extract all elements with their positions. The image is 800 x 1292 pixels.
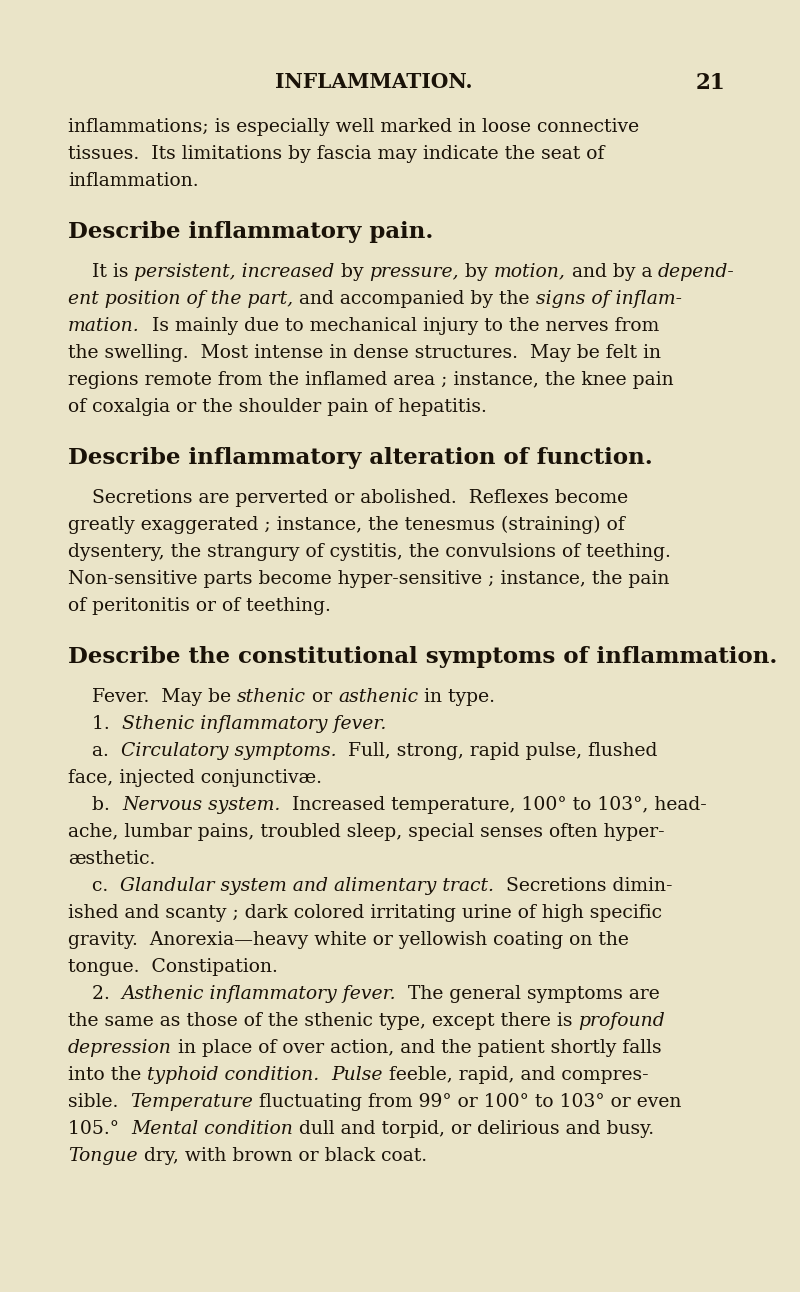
Text: depression: depression xyxy=(68,1039,172,1057)
Text: 21: 21 xyxy=(695,72,725,94)
Text: Fever.  May be: Fever. May be xyxy=(68,687,237,705)
Text: Nervous system.: Nervous system. xyxy=(122,796,280,814)
Text: dull and torpid, or delirious and busy.: dull and torpid, or delirious and busy. xyxy=(293,1120,654,1137)
Text: Describe inflammatory pain.: Describe inflammatory pain. xyxy=(68,221,434,243)
Text: inflammations; is especially well marked in loose connective: inflammations; is especially well marked… xyxy=(68,118,639,136)
Text: a.: a. xyxy=(68,742,121,760)
Text: Describe the constitutional symptoms of inflammation.: Describe the constitutional symptoms of … xyxy=(68,646,778,668)
Text: motion,: motion, xyxy=(494,262,566,280)
Text: feeble, rapid, and compres-: feeble, rapid, and compres- xyxy=(383,1066,649,1084)
Text: asthenic: asthenic xyxy=(338,687,418,705)
Text: c.: c. xyxy=(68,876,120,894)
Text: regions remote from the inflamed area ; instance, the knee pain: regions remote from the inflamed area ; … xyxy=(68,371,674,389)
Text: the same as those of the sthenic type, except there is: the same as those of the sthenic type, e… xyxy=(68,1012,578,1030)
Text: ache, lumbar pains, troubled sleep, special senses often hyper-: ache, lumbar pains, troubled sleep, spec… xyxy=(68,823,665,841)
Text: Increased temperature, 100° to 103°, head-: Increased temperature, 100° to 103°, hea… xyxy=(280,796,707,814)
Text: or: or xyxy=(306,687,338,705)
Text: Describe inflammatory alteration of function.: Describe inflammatory alteration of func… xyxy=(68,447,653,469)
Text: into the: into the xyxy=(68,1066,147,1084)
Text: pressure,: pressure, xyxy=(370,262,459,280)
Text: tissues.  Its limitations by fascia may indicate the seat of: tissues. Its limitations by fascia may i… xyxy=(68,145,604,163)
Text: sible.: sible. xyxy=(68,1093,130,1111)
Text: gravity.  Anorexia—heavy white or yellowish coating on the: gravity. Anorexia—heavy white or yellowi… xyxy=(68,930,629,948)
Text: by: by xyxy=(334,262,370,280)
Text: Secretions dimin-: Secretions dimin- xyxy=(494,876,673,894)
Text: the swelling.  Most intense in dense structures.  May be felt in: the swelling. Most intense in dense stru… xyxy=(68,344,661,362)
Text: face, injected conjunctivæ.: face, injected conjunctivæ. xyxy=(68,769,322,787)
Text: persistent, increased: persistent, increased xyxy=(134,262,334,280)
Text: and accompanied by the: and accompanied by the xyxy=(293,289,536,307)
Text: Pulse: Pulse xyxy=(331,1066,383,1084)
Text: in type.: in type. xyxy=(418,687,495,705)
Text: greatly exaggerated ; instance, the tenesmus (straining) of: greatly exaggerated ; instance, the tene… xyxy=(68,516,625,534)
Text: of coxalgia or the shoulder pain of hepatitis.: of coxalgia or the shoulder pain of hepa… xyxy=(68,398,487,416)
Text: dry, with brown or black coat.: dry, with brown or black coat. xyxy=(138,1146,426,1164)
Text: in place of over action, and the patient shortly falls: in place of over action, and the patient… xyxy=(172,1039,662,1057)
Text: Is mainly due to mechanical injury to the nerves from: Is mainly due to mechanical injury to th… xyxy=(140,317,659,335)
Text: Temperature: Temperature xyxy=(130,1093,254,1111)
Text: It is: It is xyxy=(68,262,134,280)
Text: Glandular system and alimentary tract.: Glandular system and alimentary tract. xyxy=(120,876,494,894)
Text: fluctuating from 99° or 100° to 103° or even: fluctuating from 99° or 100° to 103° or … xyxy=(254,1093,682,1111)
Text: typhoid condition.: typhoid condition. xyxy=(147,1066,319,1084)
Text: profound: profound xyxy=(578,1012,666,1030)
Text: dysentery, the strangury of cystitis, the convulsions of teething.: dysentery, the strangury of cystitis, th… xyxy=(68,543,671,561)
Text: Circulatory symptoms.: Circulatory symptoms. xyxy=(121,742,337,760)
Text: ent position of the part,: ent position of the part, xyxy=(68,289,293,307)
Text: depend-: depend- xyxy=(658,262,734,280)
Text: b.: b. xyxy=(68,796,122,814)
Text: æsthetic.: æsthetic. xyxy=(68,850,155,867)
Text: inflammation.: inflammation. xyxy=(68,172,198,190)
Text: 105.°: 105.° xyxy=(68,1120,131,1137)
Text: Sthenic inflammatory fever.: Sthenic inflammatory fever. xyxy=(122,714,386,733)
Text: Full, strong, rapid pulse, flushed: Full, strong, rapid pulse, flushed xyxy=(337,742,658,760)
Text: Tongue: Tongue xyxy=(68,1146,138,1164)
Text: by: by xyxy=(459,262,494,280)
Text: Secretions are perverted or abolished.  Reflexes become: Secretions are perverted or abolished. R… xyxy=(68,488,628,506)
Text: 2.: 2. xyxy=(68,985,122,1003)
Text: of peritonitis or of teething.: of peritonitis or of teething. xyxy=(68,597,331,615)
Text: tongue.  Constipation.: tongue. Constipation. xyxy=(68,957,278,975)
Text: sthenic: sthenic xyxy=(237,687,306,705)
Text: Asthenic inflammatory fever.: Asthenic inflammatory fever. xyxy=(122,985,397,1003)
Text: INFLAMMATION.: INFLAMMATION. xyxy=(275,72,473,92)
Text: Non-sensitive parts become hyper-sensitive ; instance, the pain: Non-sensitive parts become hyper-sensiti… xyxy=(68,570,670,588)
Text: and by a: and by a xyxy=(566,262,658,280)
Text: mation.: mation. xyxy=(68,317,140,335)
Text: 1.: 1. xyxy=(68,714,122,733)
Text: ished and scanty ; dark colored irritating urine of high specific: ished and scanty ; dark colored irritati… xyxy=(68,903,662,921)
Text: The general symptoms are: The general symptoms are xyxy=(397,985,660,1003)
Text: signs of inflam-: signs of inflam- xyxy=(536,289,682,307)
Text: Mental condition: Mental condition xyxy=(131,1120,293,1137)
